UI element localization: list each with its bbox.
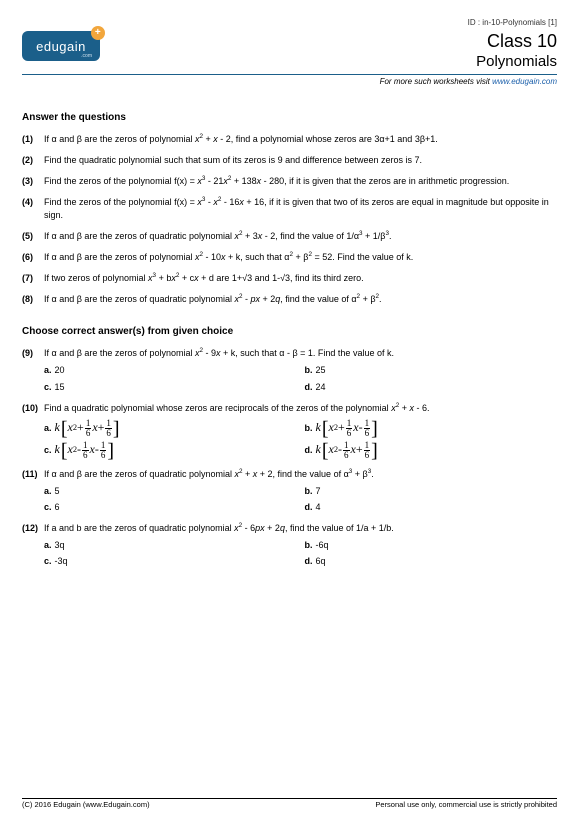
- question-row: (7)If two zeros of polynomial x3 + bx2 +…: [22, 272, 557, 285]
- visit-link[interactable]: www.edugain.com: [492, 77, 557, 86]
- logo-plus-icon: +: [91, 26, 105, 40]
- option: c.-3q: [44, 555, 297, 568]
- options: a.k[x2+16x+16] b.k[x2+16x-16] c.k[x2-16x-1…: [44, 419, 557, 460]
- visit-line: For more such worksheets visit www.eduga…: [22, 77, 557, 86]
- footer: (C) 2016 Edugain (www.Edugain.com) Perso…: [22, 798, 557, 809]
- class-label: Class 10: [476, 31, 557, 52]
- header: edugain + .com Class 10 Polynomials: [22, 31, 557, 70]
- question-row: (4)Find the zeros of the polynomial f(x)…: [22, 196, 557, 222]
- question-row: (5)If α and β are the zeros of quadratic…: [22, 230, 557, 243]
- section-heading-2: Choose correct answer(s) from given choi…: [22, 326, 557, 337]
- doc-id: ID : in-10-Polynomials [1]: [22, 18, 557, 27]
- question-number: (6): [22, 251, 44, 264]
- question-number: (5): [22, 230, 44, 243]
- mcq-row: (10)Find a quadratic polynomial whose ze…: [22, 402, 557, 460]
- question-text: If a and b are the zeros of quadratic po…: [44, 522, 557, 568]
- question-row: (1)If α and β are the zeros of polynomia…: [22, 133, 557, 146]
- option: a.k[x2+16x+16]: [44, 419, 297, 438]
- question-number: (10): [22, 402, 44, 460]
- question-text: Find the quadratic polynomial such that …: [44, 154, 557, 167]
- mcq-row: (12)If a and b are the zeros of quadrati…: [22, 522, 557, 568]
- question-text: Find a quadratic polynomial whose zeros …: [44, 402, 557, 460]
- title-block: Class 10 Polynomials: [476, 31, 557, 70]
- question-row: (2)Find the quadratic polynomial such th…: [22, 154, 557, 167]
- visit-prefix: For more such worksheets visit: [380, 77, 492, 86]
- questions-mcq: (9)If α and β are the zeros of polynomia…: [22, 347, 557, 567]
- option: b.25: [305, 364, 558, 377]
- question-text: If two zeros of polynomial x3 + bx2 + cx…: [44, 272, 557, 285]
- option: d.k[x2-16x+16]: [305, 441, 558, 460]
- option: a.3q: [44, 539, 297, 552]
- header-rule: [22, 74, 557, 75]
- section-heading-1: Answer the questions: [22, 112, 557, 123]
- question-text: Find the zeros of the polynomial f(x) = …: [44, 196, 557, 222]
- option: c.k[x2-16x-16]: [44, 441, 297, 460]
- option: c.15: [44, 381, 297, 394]
- options: a.3q b.-6q c.-3q d.6q: [44, 539, 557, 568]
- question-text: If α and β are the zeros of quadratic po…: [44, 293, 557, 306]
- question-text: If α and β are the zeros of polynomial x…: [44, 251, 557, 264]
- topic-label: Polynomials: [476, 53, 557, 70]
- question-number: (9): [22, 347, 44, 393]
- question-number: (4): [22, 196, 44, 222]
- question-number: (12): [22, 522, 44, 568]
- mcq-row: (11)If α and β are the zeros of quadrati…: [22, 468, 557, 514]
- question-text: If α and β are the zeros of quadratic po…: [44, 468, 557, 514]
- question-text: If α and β are the zeros of polynomial x…: [44, 133, 557, 146]
- question-number: (1): [22, 133, 44, 146]
- option: b.7: [305, 485, 558, 498]
- question-row: (3)Find the zeros of the polynomial f(x)…: [22, 175, 557, 188]
- question-row: (6)If α and β are the zeros of polynomia…: [22, 251, 557, 264]
- option: a.20: [44, 364, 297, 377]
- question-number: (3): [22, 175, 44, 188]
- question-number: (7): [22, 272, 44, 285]
- mcq-row: (9)If α and β are the zeros of polynomia…: [22, 347, 557, 393]
- question-number: (2): [22, 154, 44, 167]
- question-text: If α and β are the zeros of quadratic po…: [44, 230, 557, 243]
- option: d.4: [305, 501, 558, 514]
- page: ID : in-10-Polynomials [1] edugain + .co…: [0, 0, 579, 568]
- logo-dotcom: .com: [81, 53, 92, 59]
- questions-a: (1)If α and β are the zeros of polynomia…: [22, 133, 557, 306]
- option: b.k[x2+16x-16]: [305, 419, 558, 438]
- option: c.6: [44, 501, 297, 514]
- question-row: (8)If α and β are the zeros of quadratic…: [22, 293, 557, 306]
- logo: edugain + .com: [22, 31, 100, 61]
- option: a.5: [44, 485, 297, 498]
- option: d.6q: [305, 555, 558, 568]
- options: a.20 b.25 c.15 d.24: [44, 364, 557, 393]
- option: d.24: [305, 381, 558, 394]
- question-text: If α and β are the zeros of polynomial x…: [44, 347, 557, 393]
- logo-text: edugain: [36, 39, 86, 54]
- footer-left: (C) 2016 Edugain (www.Edugain.com): [22, 800, 150, 809]
- question-text: Find the zeros of the polynomial f(x) = …: [44, 175, 557, 188]
- options: a.5 b.7 c.6 d.4: [44, 485, 557, 514]
- question-number: (8): [22, 293, 44, 306]
- question-number: (11): [22, 468, 44, 514]
- footer-right: Personal use only, commercial use is str…: [375, 800, 557, 809]
- option: b.-6q: [305, 539, 558, 552]
